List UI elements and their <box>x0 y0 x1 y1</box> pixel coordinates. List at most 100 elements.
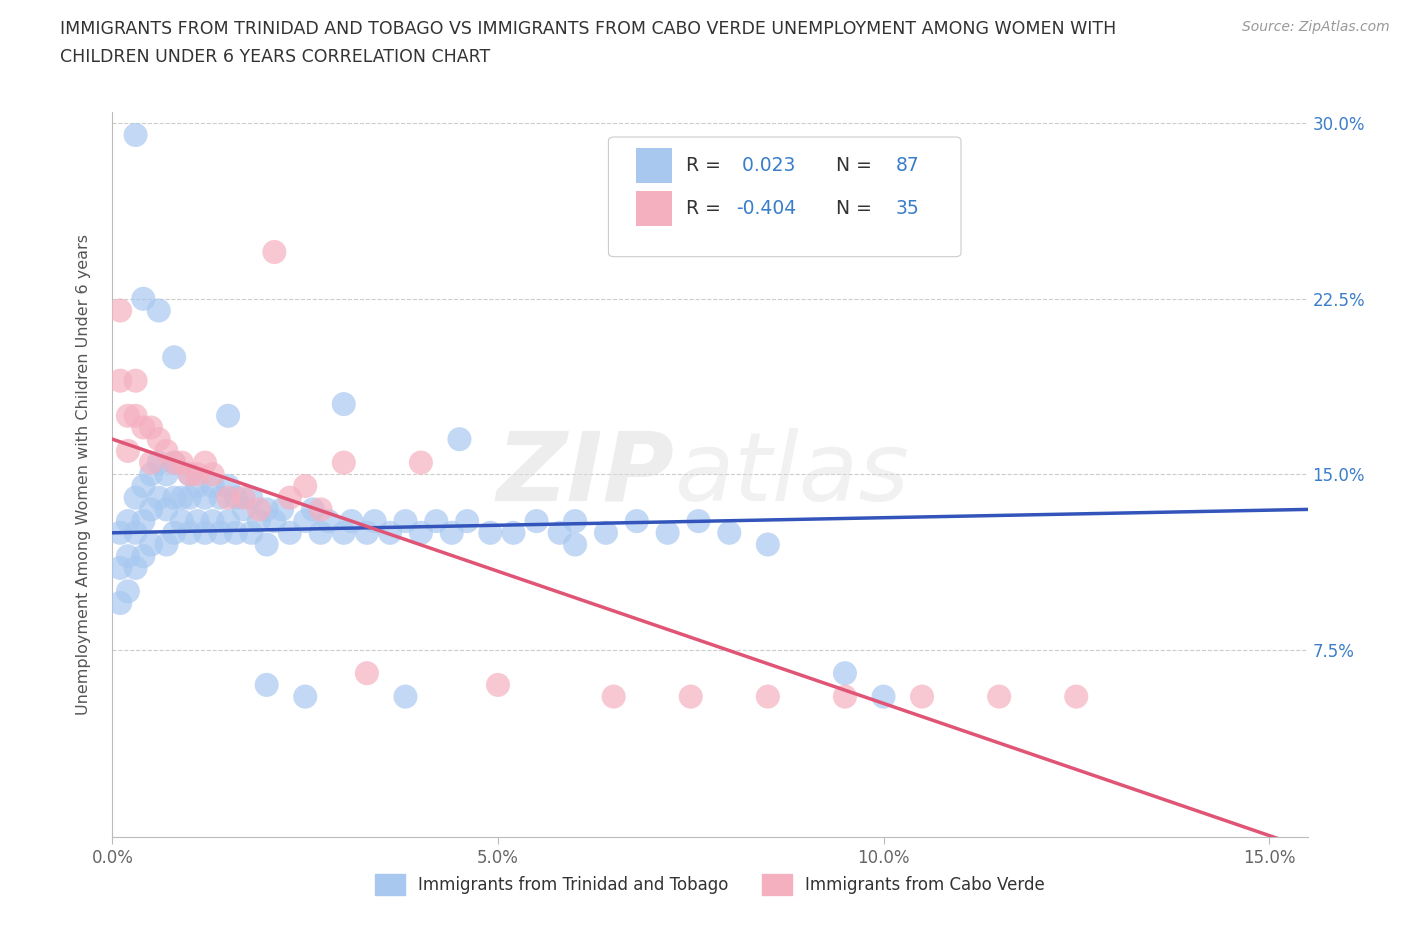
Point <box>232 502 254 517</box>
Text: 35: 35 <box>896 199 920 219</box>
Point <box>132 549 155 564</box>
Text: ZIP: ZIP <box>496 428 675 521</box>
Y-axis label: Unemployment Among Women with Children Under 6 years: Unemployment Among Women with Children U… <box>76 233 91 715</box>
Point <box>139 502 162 517</box>
Point <box>409 455 432 470</box>
Point <box>139 420 162 435</box>
Point <box>117 408 139 423</box>
Point <box>718 525 741 540</box>
Point <box>170 455 193 470</box>
Point <box>124 490 146 505</box>
Point <box>132 479 155 494</box>
Text: IMMIGRANTS FROM TRINIDAD AND TOBAGO VS IMMIGRANTS FROM CABO VERDE UNEMPLOYMENT A: IMMIGRANTS FROM TRINIDAD AND TOBAGO VS I… <box>60 20 1116 38</box>
Point <box>194 455 217 470</box>
Point <box>155 467 177 482</box>
Point <box>278 525 301 540</box>
Text: -0.404: -0.404 <box>737 199 797 219</box>
Point <box>449 432 471 446</box>
Point <box>356 666 378 681</box>
Point <box>486 677 509 692</box>
Point <box>602 689 624 704</box>
Point <box>163 490 186 505</box>
Point <box>124 525 146 540</box>
Point <box>179 467 201 482</box>
Point <box>117 549 139 564</box>
Point <box>378 525 401 540</box>
Point <box>124 373 146 388</box>
Point <box>209 525 232 540</box>
Point <box>294 513 316 528</box>
Point <box>179 467 201 482</box>
Point <box>201 479 224 494</box>
Point <box>209 490 232 505</box>
Point <box>756 689 779 704</box>
Legend: Immigrants from Trinidad and Tobago, Immigrants from Cabo Verde: Immigrants from Trinidad and Tobago, Imm… <box>368 868 1052 901</box>
Point <box>1064 689 1087 704</box>
Point <box>278 490 301 505</box>
Point <box>108 303 131 318</box>
Point <box>108 561 131 576</box>
Point <box>988 689 1011 704</box>
Point <box>132 513 155 528</box>
Point <box>394 513 416 528</box>
Point <box>363 513 385 528</box>
Point <box>595 525 617 540</box>
Point <box>217 479 239 494</box>
Point <box>256 537 278 551</box>
FancyBboxPatch shape <box>609 137 962 257</box>
Point <box>148 490 170 505</box>
Point <box>626 513 648 528</box>
Point <box>124 561 146 576</box>
Point <box>225 490 247 505</box>
Point <box>309 502 332 517</box>
Point <box>756 537 779 551</box>
Point <box>155 502 177 517</box>
Point <box>201 513 224 528</box>
Point <box>132 420 155 435</box>
Point <box>247 513 270 528</box>
Point <box>688 513 710 528</box>
Point <box>425 513 447 528</box>
Point <box>163 350 186 365</box>
Point <box>217 490 239 505</box>
Point <box>548 525 571 540</box>
Point <box>225 525 247 540</box>
Point <box>124 127 146 142</box>
Point <box>240 525 263 540</box>
Point <box>186 479 208 494</box>
Text: 0.023: 0.023 <box>737 156 796 175</box>
Text: atlas: atlas <box>675 428 910 521</box>
FancyBboxPatch shape <box>636 192 672 226</box>
Point <box>108 525 131 540</box>
Point <box>564 537 586 551</box>
Point <box>263 245 285 259</box>
Point <box>456 513 478 528</box>
Point <box>356 525 378 540</box>
Point <box>155 537 177 551</box>
Point <box>148 455 170 470</box>
Point <box>155 444 177 458</box>
Text: 87: 87 <box>896 156 920 175</box>
Text: R =: R = <box>686 199 727 219</box>
Text: R =: R = <box>686 156 727 175</box>
Point <box>124 408 146 423</box>
Point <box>318 513 340 528</box>
Point <box>271 502 294 517</box>
Point <box>117 584 139 599</box>
Point <box>163 455 186 470</box>
Text: Source: ZipAtlas.com: Source: ZipAtlas.com <box>1241 20 1389 34</box>
Text: N =: N = <box>824 199 877 219</box>
Point <box>148 303 170 318</box>
Point <box>217 513 239 528</box>
Point <box>186 513 208 528</box>
Point <box>108 595 131 610</box>
Point <box>163 455 186 470</box>
Point <box>564 513 586 528</box>
Point <box>834 666 856 681</box>
Point <box>139 455 162 470</box>
Point <box>139 467 162 482</box>
Point <box>657 525 679 540</box>
Point <box>179 525 201 540</box>
Point <box>911 689 934 704</box>
Point <box>440 525 463 540</box>
